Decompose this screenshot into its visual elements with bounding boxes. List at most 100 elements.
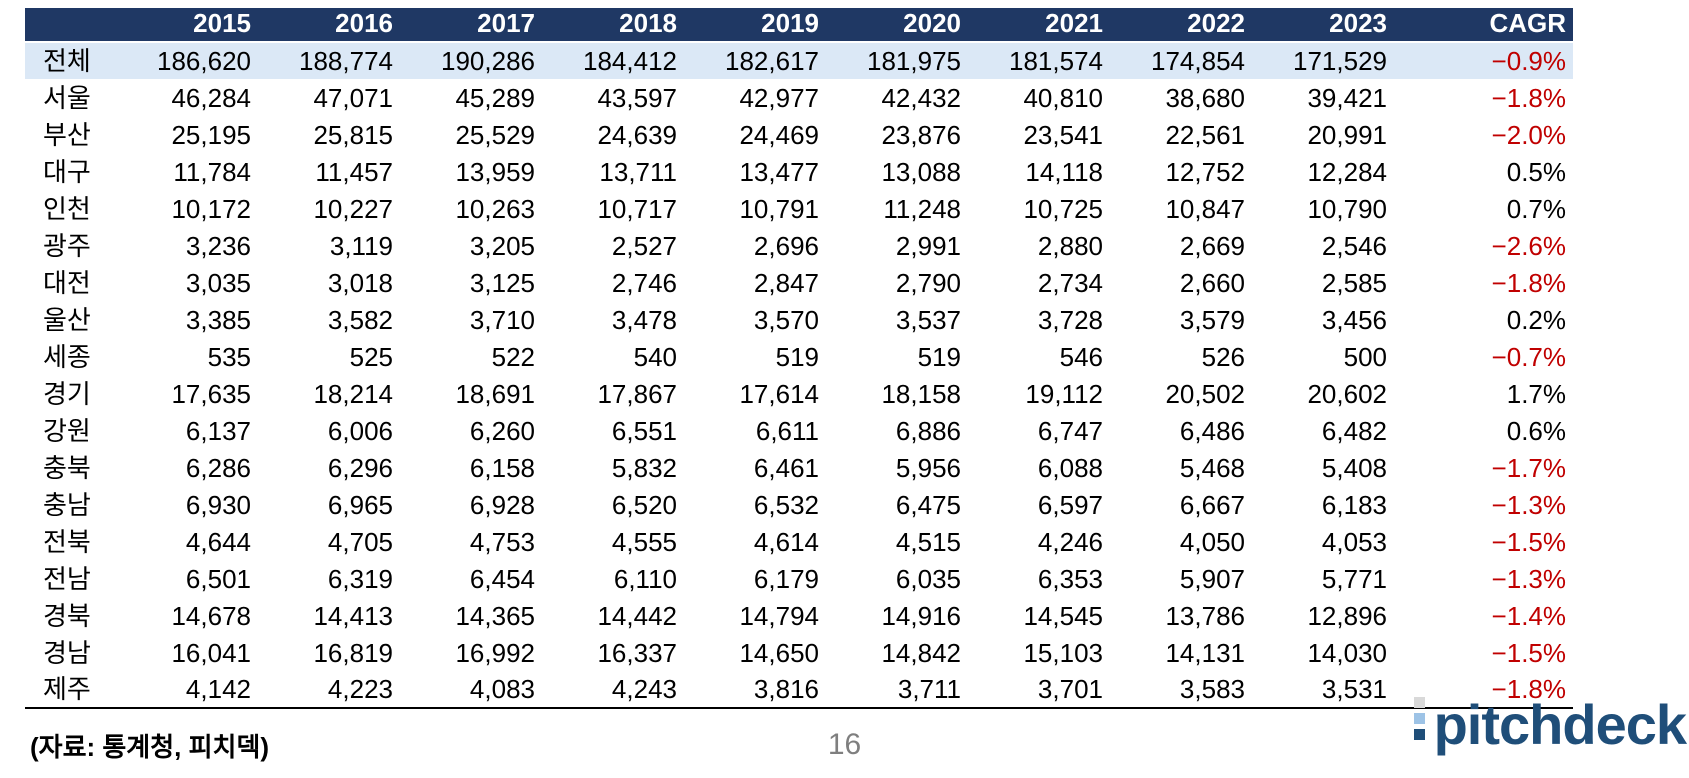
cagr-cell: −1.3% bbox=[1491, 489, 1566, 520]
value-cell: 526 bbox=[1201, 341, 1245, 372]
region-cell: 광주 bbox=[43, 230, 91, 261]
value-cell: 2,527 bbox=[611, 230, 677, 261]
value-cell: 14,365 bbox=[455, 600, 535, 631]
region-cell: 전체 bbox=[25, 42, 123, 79]
value-cell: 181,574 bbox=[975, 42, 1117, 79]
value-cell: 17,867 bbox=[597, 378, 677, 409]
value-cell: 46,284 bbox=[171, 82, 251, 113]
value-cell: 10,791 bbox=[739, 193, 819, 224]
table-row: 세종 535 525 522 540 519 519 546 526 500 −0.7% bbox=[25, 338, 1573, 375]
value-cell: 43,597 bbox=[597, 82, 677, 113]
value-cell: 2,734 bbox=[1037, 267, 1103, 298]
region-cell: 충남 bbox=[43, 489, 91, 520]
value-cell: 4,223 bbox=[327, 674, 393, 704]
value-cell: 3,456 bbox=[1321, 304, 1387, 335]
value-cell: 6,551 bbox=[611, 415, 677, 446]
header-cell-year: 2015 bbox=[123, 8, 265, 43]
table-row: 충북 6,286 6,296 6,158 5,832 6,461 5,956 6,088 5,4… bbox=[25, 449, 1573, 486]
header-cell-year: 2018 bbox=[549, 8, 691, 43]
value-cell: 519 bbox=[775, 341, 819, 372]
logo-square-gray bbox=[1413, 697, 1425, 708]
value-cell: 4,614 bbox=[753, 526, 819, 557]
value-cell: 6,886 bbox=[895, 415, 961, 446]
value-cell: 540 bbox=[633, 341, 677, 372]
value-cell: 14,650 bbox=[739, 637, 819, 668]
pitchdeck-logo-text: pitchdeck bbox=[1433, 692, 1687, 756]
value-cell: 171,529 bbox=[1259, 42, 1401, 79]
value-cell: 2,546 bbox=[1321, 230, 1387, 261]
value-cell: 190,286 bbox=[407, 42, 549, 79]
value-cell: 3,582 bbox=[327, 304, 393, 335]
logo-square-darkblue bbox=[1413, 729, 1425, 740]
value-cell: 3,711 bbox=[897, 674, 961, 704]
value-cell: 10,725 bbox=[1023, 193, 1103, 224]
value-cell: 2,746 bbox=[611, 267, 677, 298]
table-row: 대전 3,035 3,018 3,125 2,746 2,847 2,790 2,734 2,6… bbox=[25, 264, 1573, 301]
value-cell: 14,545 bbox=[1023, 600, 1103, 631]
value-cell: 535 bbox=[207, 341, 251, 372]
value-cell: 11,784 bbox=[173, 156, 251, 187]
value-cell: 20,991 bbox=[1307, 119, 1387, 150]
value-cell: 546 bbox=[1059, 341, 1103, 372]
value-cell: 6,475 bbox=[895, 489, 961, 520]
pitchdeck-logo: pitchdeck bbox=[1413, 692, 1687, 756]
value-cell: 14,413 bbox=[313, 600, 393, 631]
table-row: 경기 17,635 18,214 18,691 17,867 17,614 18,158 19… bbox=[25, 375, 1573, 412]
value-cell: 4,644 bbox=[185, 526, 251, 557]
table-row: 제주 4,142 4,223 4,083 4,243 3,816 3,711 3,701 3,5… bbox=[25, 671, 1573, 708]
value-cell: 3,579 bbox=[1179, 304, 1245, 335]
value-cell: 182,617 bbox=[691, 42, 833, 79]
value-cell: 4,515 bbox=[895, 526, 961, 557]
value-cell: 6,286 bbox=[185, 452, 251, 483]
cagr-cell: −2.0% bbox=[1491, 119, 1566, 150]
header-cell-year: 2021 bbox=[975, 8, 1117, 43]
value-cell: 25,815 bbox=[313, 119, 393, 150]
value-cell: 23,876 bbox=[881, 119, 961, 150]
region-cell: 제주 bbox=[43, 674, 91, 704]
region-cell: 경북 bbox=[43, 600, 91, 631]
value-cell: 14,678 bbox=[171, 600, 251, 631]
value-cell: 3,236 bbox=[185, 230, 251, 261]
header-cell-year: 2016 bbox=[265, 8, 407, 43]
value-cell: 14,842 bbox=[881, 637, 961, 668]
region-cell: 대구 bbox=[43, 156, 91, 187]
value-cell: 14,794 bbox=[739, 600, 819, 631]
cagr-cell: 0.2% bbox=[1506, 304, 1566, 335]
value-cell: 2,696 bbox=[753, 230, 819, 261]
value-cell: 3,816 bbox=[753, 674, 819, 704]
table-header-row: 2015 2016 2017 2018 2019 2020 2021 2022 2023 CAGR bbox=[25, 8, 1573, 43]
value-cell: 18,214 bbox=[313, 378, 393, 409]
value-cell: 19,112 bbox=[1025, 378, 1103, 409]
value-cell: 6,532 bbox=[753, 489, 819, 520]
region-cell: 강원 bbox=[43, 415, 91, 446]
table-row: 서울 46,284 47,071 45,289 43,597 42,977 42,432 40… bbox=[25, 79, 1573, 116]
value-cell: 3,125 bbox=[469, 267, 535, 298]
value-cell: 6,928 bbox=[469, 489, 535, 520]
value-cell: 10,847 bbox=[1165, 193, 1245, 224]
value-cell: 174,854 bbox=[1117, 42, 1259, 79]
regional-stats-table: 2015 2016 2017 2018 2019 2020 2021 2022 2023 CAGR… bbox=[25, 8, 1573, 709]
cagr-cell: −2.6% bbox=[1491, 230, 1566, 261]
value-cell: 522 bbox=[491, 341, 535, 372]
value-cell: 5,956 bbox=[895, 452, 961, 483]
header-cell-cagr: CAGR bbox=[1401, 8, 1573, 43]
table-row: 경남 16,041 16,819 16,992 16,337 14,650 14,842 15… bbox=[25, 634, 1573, 671]
value-cell: 6,520 bbox=[611, 489, 677, 520]
cagr-cell: −1.7% bbox=[1491, 452, 1566, 483]
cagr-cell: −1.5% bbox=[1491, 637, 1566, 668]
value-cell: 11,457 bbox=[315, 156, 393, 187]
header-cell-year: 2022 bbox=[1117, 8, 1259, 43]
value-cell: 17,635 bbox=[171, 378, 251, 409]
value-cell: 4,753 bbox=[469, 526, 535, 557]
table-row: 전체 186,620 188,774 190,286 184,412 182,617 181… bbox=[25, 42, 1573, 79]
value-cell: 6,667 bbox=[1179, 489, 1245, 520]
value-cell: 3,531 bbox=[1321, 674, 1387, 704]
value-cell: 17,614 bbox=[739, 378, 819, 409]
value-cell: 6,353 bbox=[1037, 563, 1103, 594]
table-row: 충남 6,930 6,965 6,928 6,520 6,532 6,475 6,597 6,6… bbox=[25, 486, 1573, 523]
value-cell: 519 bbox=[917, 341, 961, 372]
value-cell: 6,486 bbox=[1179, 415, 1245, 446]
header-cell-year: 2019 bbox=[691, 8, 833, 43]
table-body: 전체 186,620 188,774 190,286 184,412 182,617 181… bbox=[25, 42, 1573, 708]
value-cell: 3,478 bbox=[611, 304, 677, 335]
